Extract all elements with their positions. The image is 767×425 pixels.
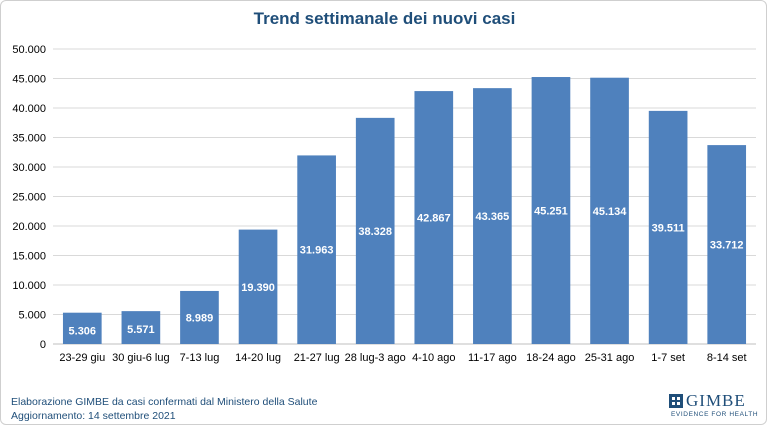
y-tick-label: 20.000 — [12, 221, 46, 233]
gimbe-logo-icon — [669, 394, 683, 408]
bar — [473, 88, 512, 344]
y-tick-label: 10.000 — [12, 280, 46, 292]
y-tick-label: 35.000 — [12, 133, 46, 145]
bar-value-label: 8.989 — [186, 312, 214, 324]
y-tick-label: 0 — [40, 339, 46, 351]
bar — [590, 77, 629, 344]
bar-value-label: 38.328 — [358, 226, 392, 238]
x-tick-label: 25-31 ago — [585, 352, 635, 364]
x-tick-label: 18-24 ago — [526, 352, 576, 364]
bar-value-label: 45.134 — [593, 206, 628, 218]
x-tick-label: 1-7 set — [651, 352, 685, 364]
y-tick-label: 50.000 — [12, 44, 46, 56]
logo-name: GIMBE — [686, 391, 746, 410]
bar — [180, 290, 219, 344]
bar — [238, 229, 278, 344]
bar — [707, 145, 747, 344]
bar-value-label: 5.306 — [69, 326, 97, 338]
bar — [355, 117, 395, 344]
y-tick-label: 30.000 — [12, 162, 46, 174]
x-tick-label: 21-27 lug — [294, 352, 340, 364]
bar-value-label: 5.571 — [127, 324, 155, 336]
x-tick-label: 8-14 set — [707, 352, 747, 364]
bar-value-label: 42.867 — [417, 213, 451, 225]
gimbe-logo: GIMBE EVIDENCE FOR HEALTH — [669, 391, 759, 420]
bar-value-label: 31.963 — [300, 245, 334, 257]
x-tick-label: 7-13 lug — [180, 352, 220, 364]
x-tick-label: 11-17 ago — [468, 352, 517, 364]
bar — [121, 311, 161, 344]
y-tick-label: 5.000 — [18, 310, 46, 322]
bar-value-label: 43.365 — [476, 211, 510, 223]
bar-value-label: 39.511 — [652, 222, 685, 234]
y-tick-label: 25.000 — [12, 192, 46, 204]
y-tick-label: 40.000 — [12, 103, 46, 115]
bar-value-label: 45.251 — [534, 206, 568, 218]
chart-title: Trend settimanale dei nuovi casi — [253, 9, 516, 28]
update-note: Aggiornamento: 14 settembre 2021 — [11, 410, 176, 422]
y-tick-label: 45.000 — [12, 74, 46, 86]
source-note: Elaborazione GIMBE da casi confermati da… — [11, 396, 318, 408]
x-tick-label: 23-29 giu — [59, 352, 105, 364]
bar-value-label: 33.712 — [710, 240, 744, 252]
bar-value-label: 19.390 — [241, 282, 275, 294]
x-tick-label: 14-20 lug — [235, 352, 281, 364]
chart-footer: Elaborazione GIMBE da casi confermati da… — [11, 395, 317, 423]
bar — [414, 91, 454, 344]
bar — [297, 155, 336, 344]
logo-tagline: EVIDENCE FOR HEALTH — [671, 411, 759, 418]
x-tick-label: 30 giu-6 lug — [112, 352, 170, 364]
bar-chart: 0 5.000 10.000 15.000 20.000 25.000 30.000 35.0… — [12, 44, 756, 364]
x-tick-label: 28 lug-3 ago — [345, 352, 406, 364]
bar — [62, 312, 102, 344]
bar — [648, 110, 688, 344]
y-tick-label: 15.000 — [12, 251, 46, 263]
bar — [531, 77, 571, 344]
x-tick-label: 4-10 ago — [412, 352, 455, 364]
